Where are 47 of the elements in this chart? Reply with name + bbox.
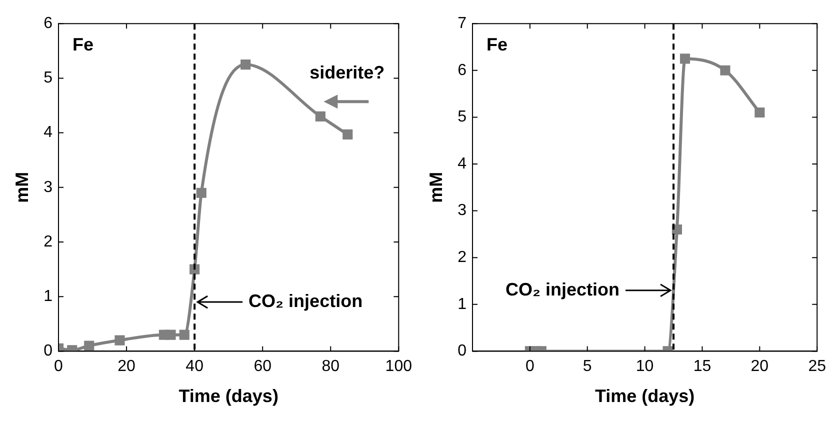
point <box>84 340 94 351</box>
x-tick-label: 15 <box>693 358 712 376</box>
point <box>720 65 730 76</box>
point <box>315 111 326 122</box>
x-tick-label: 40 <box>186 358 204 376</box>
x-tick-label: 5 <box>582 358 592 376</box>
y-tick-label: 3 <box>44 178 53 196</box>
point <box>754 107 765 118</box>
point <box>196 188 206 198</box>
x-tick-label: 80 <box>322 358 340 376</box>
x-tick-label: 0 <box>525 358 534 376</box>
y-tick-label: 7 <box>458 15 467 32</box>
x-tick-label: 10 <box>636 358 654 376</box>
annotation: CO₂ injection <box>506 279 620 300</box>
y-tick-label: 2 <box>458 249 467 266</box>
annotation: Fe <box>486 34 508 55</box>
y-tick-label: 3 <box>458 202 467 220</box>
point <box>179 330 190 340</box>
x-tick-label: 25 <box>808 358 826 376</box>
annotation: Fe <box>72 34 94 55</box>
point <box>672 224 682 235</box>
x-axis-title: Time (days) <box>594 386 695 406</box>
y-tick-label: 0 <box>458 342 467 360</box>
y-tick-label: 1 <box>458 296 467 313</box>
y-tick-label: 2 <box>44 233 53 250</box>
y-tick-label: 5 <box>458 108 467 126</box>
y-tick-label: 4 <box>44 124 53 142</box>
y-axis-title: mM <box>426 172 446 203</box>
point <box>342 129 353 140</box>
y-tick-label: 6 <box>44 15 53 32</box>
x-tick-label: 60 <box>254 358 272 376</box>
y-tick-label: 1 <box>44 288 53 306</box>
annotation: siderite? <box>310 62 385 83</box>
point <box>166 330 176 340</box>
y-tick-label: 0 <box>44 342 53 360</box>
y-tick-label: 4 <box>458 155 467 172</box>
annotation: CO₂ injection <box>248 291 363 312</box>
x-tick-label: 20 <box>118 358 136 376</box>
x-tick-label: 100 <box>385 358 412 376</box>
point <box>114 335 125 346</box>
x-axis-title: Time (days) <box>178 386 278 406</box>
y-axis-title: mM <box>12 172 32 203</box>
point <box>680 54 690 64</box>
point <box>240 60 251 70</box>
y-tick-label: 5 <box>44 70 53 87</box>
y-tick-label: 6 <box>458 62 467 79</box>
x-tick-label: 20 <box>750 358 769 376</box>
